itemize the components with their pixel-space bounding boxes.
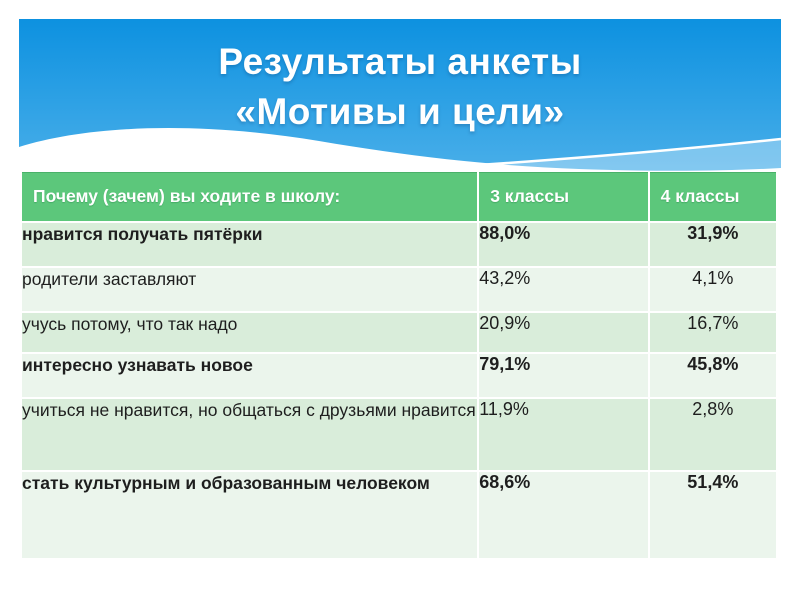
slide-background: Результаты анкеты «Мотивы и цели» Почему… (19, 19, 781, 581)
header-grade4: 4 классы (649, 172, 776, 221)
row-grade4-value: 16,7% (649, 313, 776, 352)
table-row: учусь потому, что так надо 20,9% 16,7% (22, 313, 776, 352)
row-grade4-value: 4,1% (649, 268, 776, 311)
row-label: интересно узнавать новое (22, 354, 478, 397)
row-grade4-value: 31,9% (649, 223, 776, 266)
row-grade4-value: 2,8% (649, 399, 776, 470)
row-label: учиться не нравится, но общаться с друзь… (22, 399, 478, 470)
results-table: Почему (зачем) вы ходите в школу: 3 клас… (20, 170, 778, 560)
header-grade3: 3 классы (479, 172, 648, 221)
row-grade3-value: 88,0% (479, 223, 648, 266)
table-row: учиться не нравится, но общаться с друзь… (22, 399, 776, 470)
table-row: стать культурным и образованным человеко… (22, 472, 776, 558)
slide-title-line2: «Мотивы и цели» (235, 91, 565, 132)
row-grade4-value: 51,4% (649, 472, 776, 558)
header-question: Почему (зачем) вы ходите в школу: (22, 172, 478, 221)
row-grade3-value: 11,9% (479, 399, 648, 470)
row-label: стать культурным и образованным человеко… (22, 472, 478, 558)
row-label: родители заставляют (22, 268, 478, 311)
row-grade3-value: 68,6% (479, 472, 648, 558)
table-header-row: Почему (зачем) вы ходите в школу: 3 клас… (22, 172, 776, 221)
table-row: нравится получать пятёрки 88,0% 31,9% (22, 223, 776, 266)
row-label: учусь потому, что так надо (22, 313, 478, 352)
slide-title-line1: Результаты анкеты (218, 41, 582, 82)
row-grade3-value: 79,1% (479, 354, 648, 397)
row-grade3-value: 20,9% (479, 313, 648, 352)
row-label: нравится получать пятёрки (22, 223, 478, 266)
row-grade3-value: 43,2% (479, 268, 648, 311)
row-grade4-value: 45,8% (649, 354, 776, 397)
table-row: родители заставляют 43,2% 4,1% (22, 268, 776, 311)
table-row: интересно узнавать новое 79,1% 45,8% (22, 354, 776, 397)
slide-title: Результаты анкеты «Мотивы и цели» (19, 37, 781, 137)
